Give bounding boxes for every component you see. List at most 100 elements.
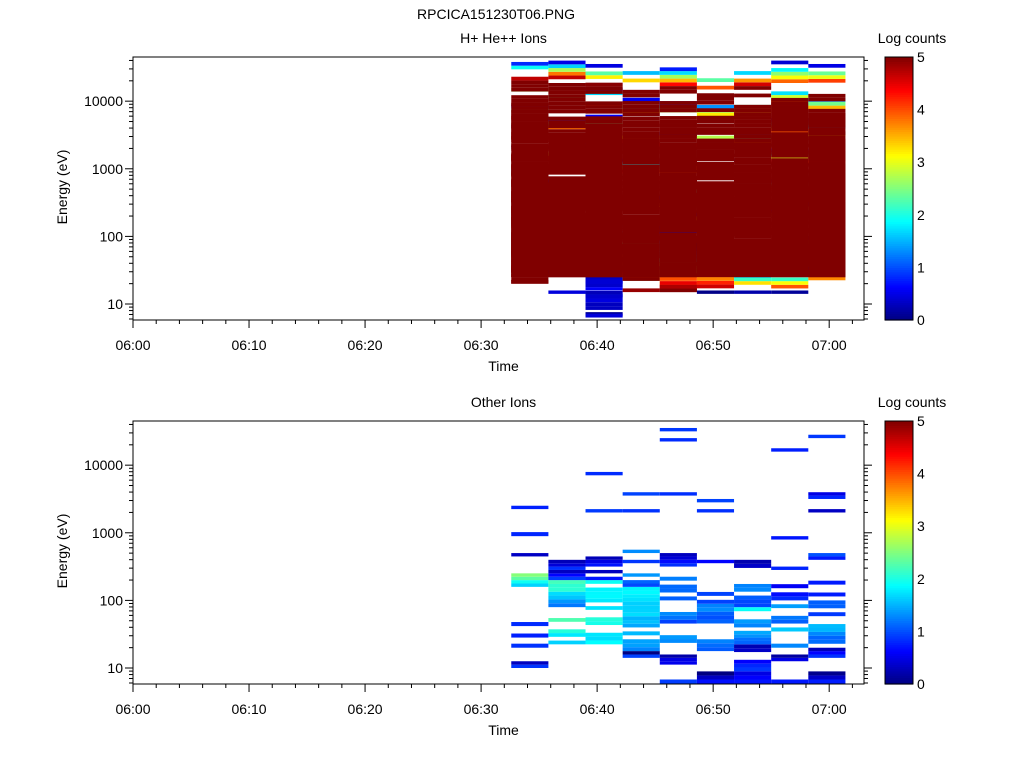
colorbar-swatch (885, 477, 913, 481)
heatmap-cell (771, 166, 809, 170)
heatmap-cell (585, 294, 623, 299)
heatmap-cell (659, 277, 697, 281)
colorbar-swatch (885, 103, 913, 106)
heatmap-cell (771, 228, 809, 233)
colorbar-swatch (885, 425, 913, 429)
heatmap-cell (622, 194, 660, 199)
colorbar-swatch (885, 467, 913, 470)
heatmap-cell (659, 556, 697, 560)
heatmap-cell (696, 220, 735, 225)
heatmap-cell (734, 667, 772, 672)
colorbar-swatch (885, 429, 913, 433)
heatmap-cell (808, 224, 846, 229)
heatmap-cell (659, 265, 697, 270)
colorbar-swatch (885, 517, 913, 521)
heatmap-cell (511, 176, 549, 181)
heatmap-cell (771, 643, 809, 648)
heatmap-cell (622, 183, 660, 188)
colorbar-swatch (885, 442, 913, 446)
heatmap-cell (511, 633, 549, 638)
heatmap-cell (585, 195, 623, 200)
colorbar-swatch (885, 166, 913, 170)
colorbar-swatch (885, 113, 913, 117)
heatmap-cell (659, 138, 697, 143)
y-tick-label: 100 (100, 228, 124, 244)
heatmap-cell (548, 109, 586, 114)
heatmap-cell (511, 198, 549, 203)
colorbar-swatch (885, 267, 913, 271)
heatmap-cell (585, 617, 623, 622)
heatmap-cell (585, 283, 623, 288)
heatmap-cell (622, 224, 660, 229)
colorbar-swatch (885, 681, 913, 685)
heatmap-cell (696, 138, 735, 143)
y-tick-label: 100 (100, 592, 124, 608)
colorbar-swatch (885, 289, 913, 293)
heatmap-cell (622, 623, 660, 628)
heatmap-cell (771, 135, 809, 139)
heatmap-cell (585, 213, 623, 218)
colorbar-swatch (885, 94, 913, 98)
heatmap-cell (734, 648, 772, 653)
heatmap-cell (808, 112, 846, 117)
heatmap-cell (511, 576, 549, 581)
colorbar-swatch (885, 256, 913, 260)
colorbar-swatch (885, 293, 913, 297)
colorbar-swatch (885, 81, 913, 84)
heatmap-cell (548, 258, 586, 263)
heatmap-cell (548, 569, 586, 574)
heatmap-cell (511, 213, 549, 218)
heatmap-cell (771, 75, 809, 80)
heatmap-cell (548, 603, 586, 608)
heatmap-cell (548, 243, 586, 248)
colorbar-swatch (885, 456, 913, 459)
heatmap-cell (659, 123, 697, 128)
colorbar-swatch (885, 583, 913, 586)
heatmap-cell (585, 168, 623, 173)
heatmap-cell (511, 132, 549, 136)
colorbar-swatch (885, 451, 913, 455)
heatmap-cell (771, 250, 809, 255)
heatmap-cell (622, 492, 660, 496)
heatmap-cell (585, 157, 623, 162)
heatmap-cell (622, 235, 660, 240)
heatmap-cell (622, 601, 660, 606)
heatmap-cell (585, 146, 623, 150)
heatmap-cell (808, 75, 846, 79)
heatmap-cell (548, 580, 586, 584)
heatmap-cell (511, 228, 549, 232)
heatmap-cell (585, 209, 623, 214)
heatmap-cell (548, 105, 586, 110)
heatmap-cell (659, 89, 697, 94)
heatmap-cell (659, 247, 697, 251)
colorbar-swatch (885, 186, 913, 190)
colorbar-swatch (885, 138, 913, 141)
heatmap-cell (659, 679, 697, 684)
heatmap-cell (548, 587, 586, 592)
heatmap-cell (771, 109, 809, 113)
colorbar-swatch (885, 627, 913, 630)
heatmap-cell (696, 198, 735, 203)
colorbar-swatch (885, 657, 913, 661)
heatmap-cell (548, 86, 586, 91)
heatmap-cell (808, 206, 846, 210)
colorbar-swatch (885, 63, 913, 67)
colorbar-swatch (885, 642, 913, 646)
heatmap-cell (771, 198, 809, 203)
heatmap-cell (548, 124, 586, 128)
heatmap-cell (771, 281, 809, 285)
heatmap-cell (734, 258, 772, 263)
heatmap-cell (808, 604, 846, 609)
heatmap-cell (511, 169, 549, 173)
heatmap-cell (622, 651, 660, 655)
colorbar-swatch (885, 423, 913, 426)
heatmap-cell (734, 265, 772, 270)
heatmap-cell (808, 232, 846, 236)
heatmap-cell (734, 619, 772, 624)
heatmap-cell (659, 281, 697, 285)
heatmap-cell (511, 573, 549, 577)
heatmap-cell (511, 121, 549, 125)
colorbar-swatch (885, 254, 913, 258)
heatmap-cell (696, 217, 735, 221)
colorbar-swatch (885, 677, 913, 681)
